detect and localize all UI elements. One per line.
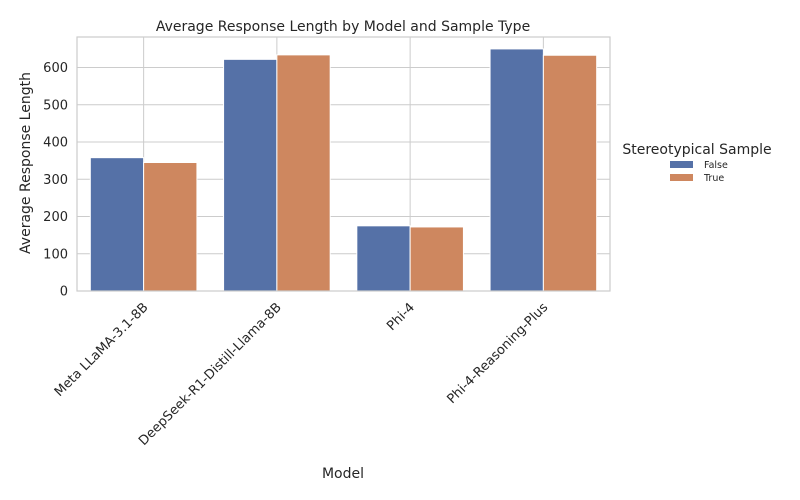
y-axis-label: Average Response Length (18, 72, 34, 254)
plot-frame (76, 36, 611, 292)
legend: Stereotypical Sample False True (622, 142, 771, 184)
bar-false-0 (89, 157, 145, 292)
x-tick-label: Phi-4-Reasoning-Plus (444, 300, 551, 407)
legend-swatch-true (670, 174, 693, 181)
x-tick-label: DeepSeek-R1-Distill-Llama-8B (136, 300, 285, 449)
bar-false-3 (489, 48, 544, 292)
legend-swatch-false (670, 161, 693, 168)
x-tick-label: Meta LLaMA-3.1-8B (52, 300, 152, 400)
legend-label-true: True (703, 173, 724, 184)
bar-false-1 (223, 58, 278, 292)
bar-true-2 (409, 226, 464, 292)
chart-title: Average Response Length by Model and Sam… (156, 19, 530, 35)
bar-true-3 (542, 54, 598, 292)
bar-false-2 (356, 225, 411, 292)
y-tick-label: 0 (60, 285, 68, 300)
plot-area: 0 100 200 300 400 500 600 Meta LLaMA-3.1-8BDeep… (43, 36, 611, 449)
y-tick-label: 200 (43, 210, 68, 225)
y-tick-label: 100 (43, 247, 68, 262)
legend-title: Stereotypical Sample (622, 142, 771, 158)
x-tick-label: Phi-4 (384, 300, 418, 334)
y-tick-label: 500 (43, 98, 68, 113)
y-tick-label: 400 (43, 136, 68, 151)
x-axis-label: Model (322, 466, 364, 482)
legend-label-false: False (704, 160, 728, 171)
bar-true-0 (143, 162, 198, 292)
bar-true-1 (276, 54, 331, 292)
y-tick-label: 600 (43, 61, 68, 76)
y-tick-label: 300 (43, 173, 68, 188)
